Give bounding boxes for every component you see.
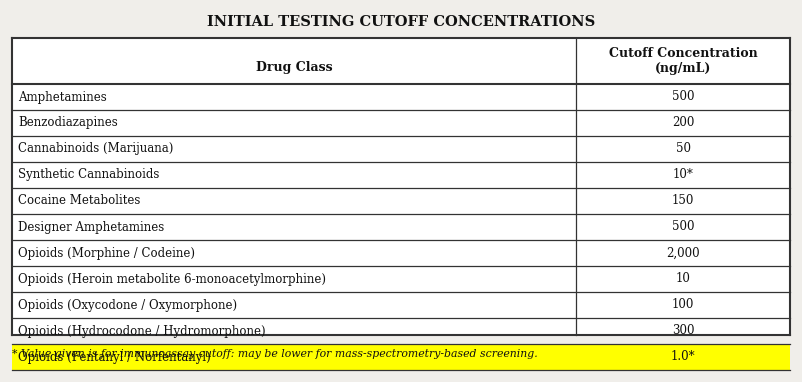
Text: Opioids (Heroin metabolite 6-monoacetylmorphine): Opioids (Heroin metabolite 6-monoacetylm… <box>18 272 326 285</box>
Text: Designer Amphetamines: Designer Amphetamines <box>18 220 164 233</box>
Text: 150: 150 <box>672 194 695 207</box>
Text: Opioids (Fentanyl / Norfentanyl): Opioids (Fentanyl / Norfentanyl) <box>18 351 211 364</box>
Text: 300: 300 <box>672 324 695 338</box>
Text: Cutoff Concentration
(ng/mL): Cutoff Concentration (ng/mL) <box>609 47 757 75</box>
Text: Drug Class: Drug Class <box>256 60 332 73</box>
Text: Benzodiazapines: Benzodiazapines <box>18 117 118 129</box>
Text: 10*: 10* <box>673 168 694 181</box>
Text: Synthetic Cannabinoids: Synthetic Cannabinoids <box>18 168 160 181</box>
Text: 2,000: 2,000 <box>666 246 700 259</box>
Text: INITIAL TESTING CUTOFF CONCENTRATIONS: INITIAL TESTING CUTOFF CONCENTRATIONS <box>207 15 595 29</box>
Text: 200: 200 <box>672 117 695 129</box>
Text: Opioids (Oxycodone / Oxymorphone): Opioids (Oxycodone / Oxymorphone) <box>18 298 237 311</box>
Text: Opioids (Hydrocodone / Hydromorphone): Opioids (Hydrocodone / Hydromorphone) <box>18 324 265 338</box>
Text: 500: 500 <box>672 91 695 104</box>
Text: Opioids (Morphine / Codeine): Opioids (Morphine / Codeine) <box>18 246 195 259</box>
Text: 500: 500 <box>672 220 695 233</box>
Text: * Value given is for immunoassay cutoff: may be lower for mass-spectrometry-base: * Value given is for immunoassay cutoff:… <box>12 349 538 359</box>
Text: Cocaine Metabolites: Cocaine Metabolites <box>18 194 140 207</box>
Text: 50: 50 <box>675 142 691 155</box>
Text: Cannabinoids (Marijuana): Cannabinoids (Marijuana) <box>18 142 173 155</box>
Text: 100: 100 <box>672 298 695 311</box>
Text: 1.0*: 1.0* <box>670 351 695 364</box>
Text: Amphetamines: Amphetamines <box>18 91 107 104</box>
Text: 10: 10 <box>675 272 691 285</box>
